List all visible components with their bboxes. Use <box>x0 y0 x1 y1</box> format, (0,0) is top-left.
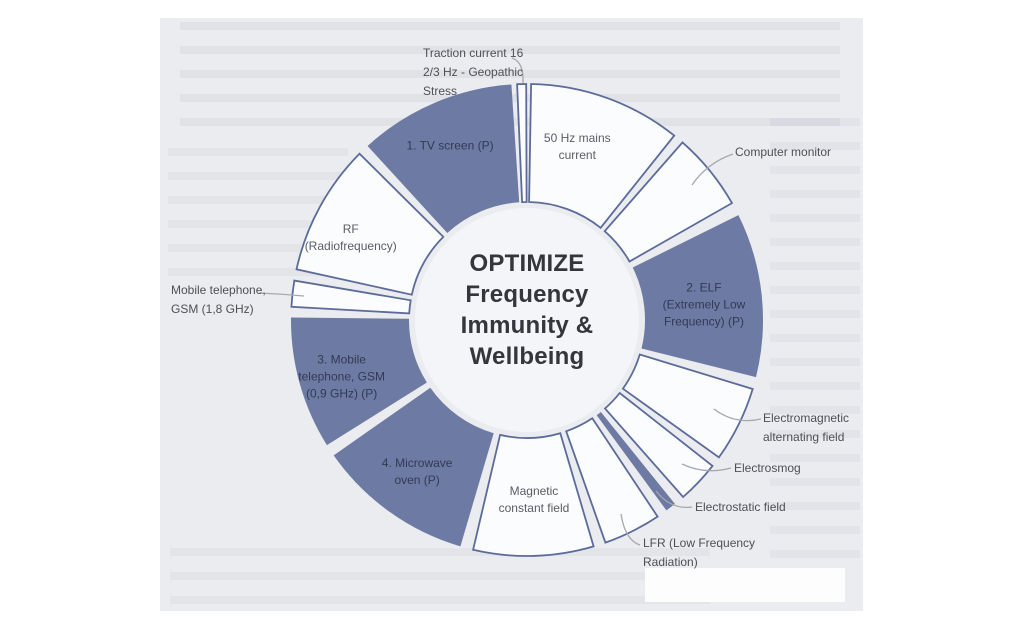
leader-line-electrosmog <box>681 463 732 472</box>
bleed-through-text-right <box>770 118 860 568</box>
segment-magnetic-constant-field <box>472 432 595 557</box>
segment-electrosmog <box>603 391 714 499</box>
segment-computer-monitor <box>603 141 734 263</box>
bleed-through-text-bottom <box>170 548 710 608</box>
segment-microwave-oven <box>333 387 494 547</box>
chart-hole <box>415 208 639 432</box>
leader-line-mobile-telephone-18 <box>258 292 305 297</box>
leader-line-computer-monitor <box>691 153 734 186</box>
segment-mains-current <box>528 83 676 230</box>
leader-line-electromagnetic-alternating-field <box>713 408 762 422</box>
segment-rf <box>295 152 445 296</box>
segment-electrostatic-field <box>596 412 675 511</box>
segment-traction-current <box>516 83 528 204</box>
leader-line-electrostatic-field <box>655 490 693 509</box>
segment-tv-screen <box>367 84 520 233</box>
segment-electromagnetic-alternating-field <box>621 353 754 459</box>
leader-line-lfr <box>620 513 641 546</box>
segment-mobile-telephone-18 <box>290 279 412 315</box>
segment-mobile-telephone-09 <box>290 317 427 446</box>
leader-line-traction-current <box>511 57 524 84</box>
segment-elf <box>632 215 764 378</box>
segment-lfr <box>565 417 659 544</box>
white-patch <box>645 568 845 602</box>
